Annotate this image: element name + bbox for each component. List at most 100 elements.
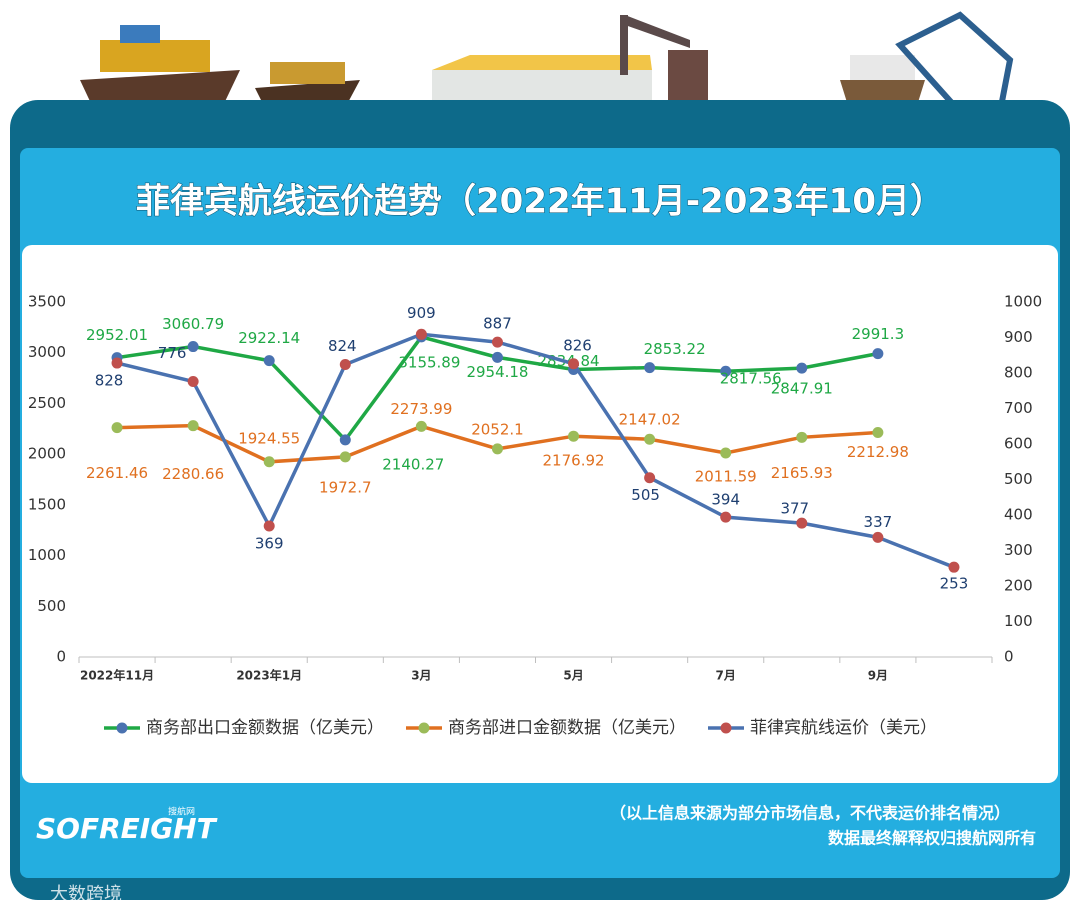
data-point: [263, 355, 275, 367]
y2-tick-label: 500: [1004, 470, 1033, 488]
y2-tick-label: 800: [1004, 364, 1033, 382]
data-label: 2176.92: [543, 452, 605, 470]
plot: 0 500 1000 1500 2000 2500 3000 3500 0 100 200 300 40…: [28, 293, 1042, 739]
data-point: [872, 427, 884, 439]
data-point: [187, 376, 199, 388]
data-label: 2052.1: [471, 420, 524, 438]
data-point: [491, 336, 503, 348]
y2-tick-label: 100: [1004, 612, 1033, 630]
data-point: [720, 365, 732, 377]
y2-tick-label: 1000: [1004, 293, 1042, 311]
data-point: [491, 443, 503, 455]
legend-label: 商务部进口金额数据（亿美元）: [448, 718, 686, 738]
y-tick-label: 1000: [28, 546, 66, 564]
x-tick-label: 9月: [868, 669, 888, 683]
data-label: 505: [631, 486, 660, 504]
data-label: 826: [563, 336, 592, 354]
data-label: 394: [711, 491, 740, 509]
data-point: [948, 561, 960, 573]
x-tick-label: 5月: [563, 669, 583, 683]
x-tick-label: 3月: [411, 669, 431, 683]
data-label: 887: [483, 315, 512, 333]
logo-sub: 搜航网: [168, 806, 195, 818]
data-label: 2952.01: [86, 326, 148, 344]
data-label: 3060.79: [162, 315, 224, 333]
data-point: [415, 420, 427, 432]
data-point: [111, 357, 123, 369]
data-point: [796, 517, 808, 529]
legend-marker: [116, 722, 128, 734]
y2-tick-label: 300: [1004, 541, 1033, 559]
data-label: 776: [158, 344, 187, 362]
x-tick-label: 2022年11月: [80, 668, 154, 683]
data-point: [644, 433, 656, 445]
data-label: 2922.14: [238, 329, 300, 347]
y-tick-label: 2000: [28, 445, 66, 463]
data-point: [263, 520, 275, 532]
data-label: 2954.18: [466, 363, 528, 381]
data-label: 824: [328, 337, 357, 355]
x-tick-label: 2023年1月: [236, 668, 302, 683]
series-line: [116, 332, 955, 569]
data-label: 2212.98: [847, 443, 909, 461]
logo: SOFREIGHT: [36, 812, 218, 845]
data-point: [644, 472, 656, 484]
data-label: 253: [940, 575, 969, 593]
data-label: 2140.27: [382, 455, 444, 473]
data-point: [644, 362, 656, 374]
data-point: [796, 431, 808, 443]
plot-panel: [22, 245, 1058, 783]
data-point: [568, 358, 580, 370]
data-label: 2273.99: [390, 400, 452, 418]
data-point: [187, 341, 199, 353]
y-tick-label: 0: [56, 648, 66, 666]
data-point: [187, 420, 199, 432]
data-label: 1972.7: [319, 478, 372, 496]
y-tick-label: 2500: [28, 394, 66, 412]
data-point: [339, 451, 351, 463]
data-point: [568, 430, 580, 442]
y-tick-label: 3500: [28, 293, 66, 311]
y2-tick-label: 900: [1004, 328, 1033, 346]
legend-marker: [720, 722, 732, 734]
data-point: [796, 362, 808, 374]
y-tick-label: 500: [37, 597, 66, 615]
data-label: 828: [95, 372, 124, 390]
footer-note: （以上信息来源为部分市场信息，不代表运价排名情况）: [610, 804, 1010, 823]
data-label: 377: [780, 500, 809, 518]
y2-tick-label: 700: [1004, 399, 1033, 417]
data-label: 1924.55: [238, 429, 300, 447]
data-point: [872, 348, 884, 360]
data-point: [339, 358, 351, 370]
data-label: 337: [864, 513, 893, 531]
data-label: 2853.22: [644, 340, 706, 358]
footer-rights: 数据最终解释权归搜航网所有: [828, 829, 1036, 848]
x-tick-label: 7月: [716, 669, 736, 683]
data-label: 2991.3: [852, 325, 905, 343]
y2-tick-label: 200: [1004, 577, 1033, 595]
y2-tick-label: 600: [1004, 435, 1033, 453]
data-point: [720, 511, 732, 523]
data-point: [720, 447, 732, 459]
watermark: 大数跨境: [50, 884, 122, 905]
chart-title: 菲律宾航线运价趋势（2022年11月-2023年10月）: [136, 182, 944, 222]
data-label: 2011.59: [695, 467, 757, 485]
data-point: [872, 531, 884, 543]
data-point: [339, 434, 351, 446]
legend-label: 商务部出口金额数据（亿美元）: [146, 718, 384, 738]
data-label: 2165.93: [771, 464, 833, 482]
legend-marker: [418, 722, 430, 734]
y-tick-label: 3000: [28, 343, 66, 361]
y2-tick-label: 0: [1004, 648, 1014, 666]
data-label: 3155.89: [398, 353, 460, 371]
data-label: 909: [407, 304, 436, 322]
data-label: 2147.02: [619, 411, 681, 429]
data-label: 369: [255, 535, 284, 553]
data-point: [111, 422, 123, 434]
data-point: [491, 351, 503, 363]
data-label: 2280.66: [162, 465, 224, 483]
data-label: 2261.46: [86, 464, 148, 482]
header-illustration: [80, 11, 1014, 115]
legend-label: 菲律宾航线运价（美元）: [750, 718, 937, 738]
